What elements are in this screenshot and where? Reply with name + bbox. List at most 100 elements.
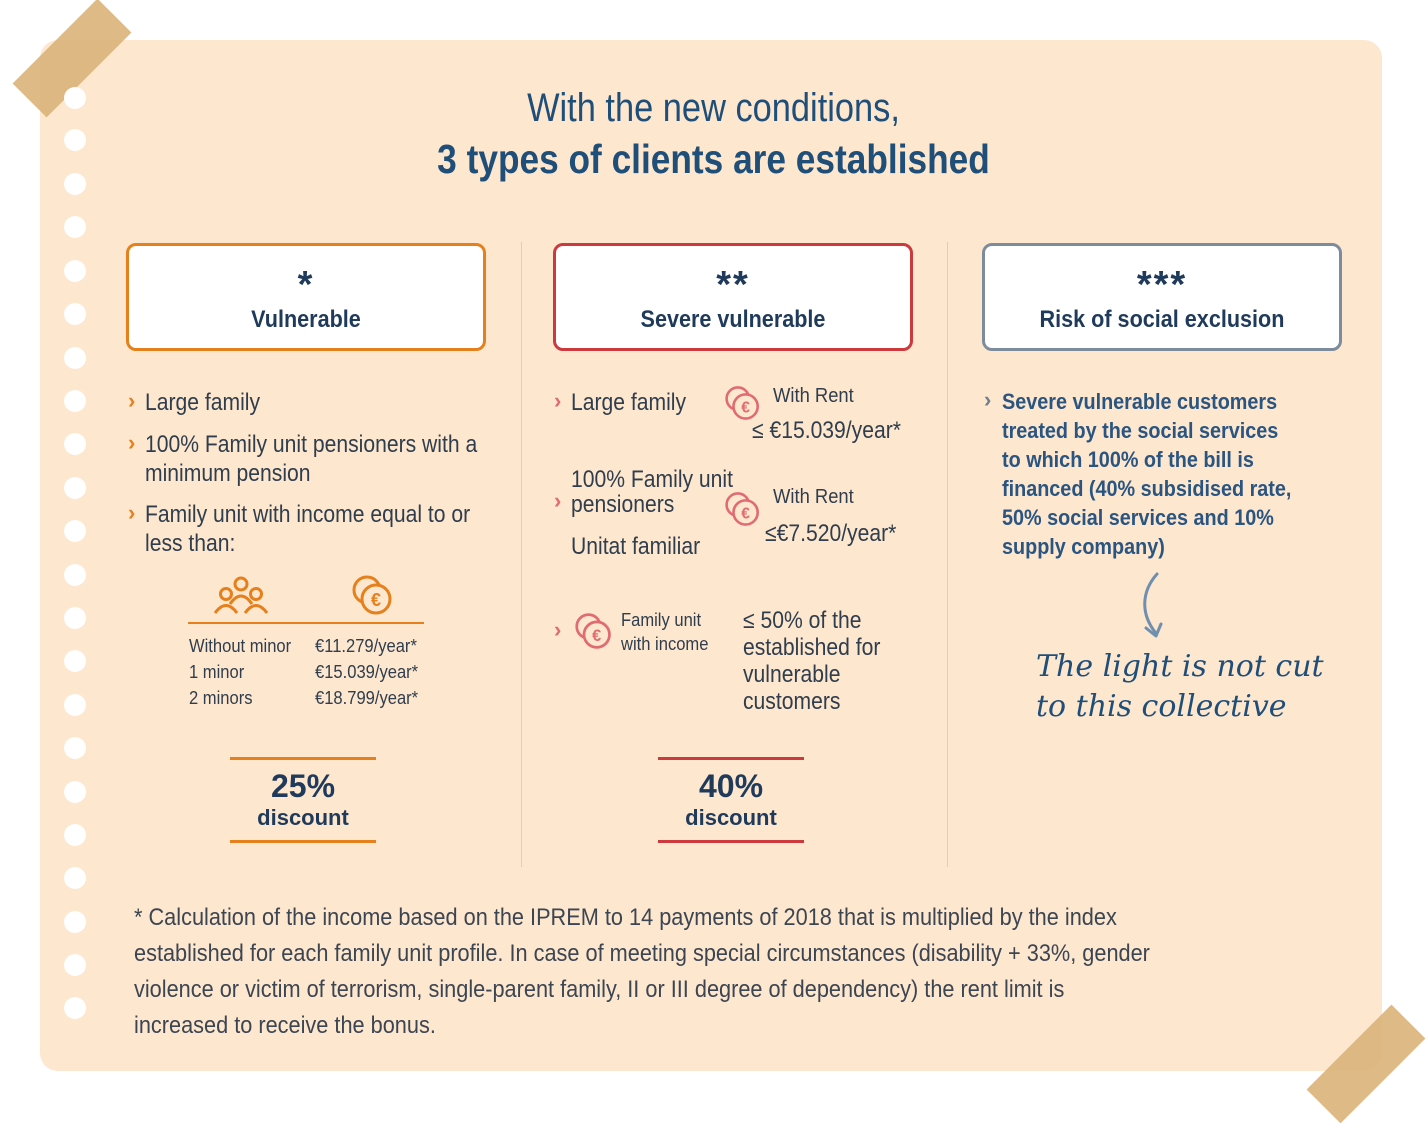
rent-value: ≤€7.520/year* (765, 520, 897, 547)
severe-vulnerable-card: ** Severe vulnerable (553, 243, 913, 351)
vulnerable-item-income: Family unit with income equal to or (145, 501, 471, 528)
discount-value: 25% (270, 768, 336, 804)
binder-hole (64, 694, 86, 716)
binder-hole (64, 650, 86, 672)
income-threshold-line: established for (743, 634, 881, 661)
income-table-label: 1 minor (189, 662, 245, 682)
exclusion-text-line: 50% social services and 10% (1002, 505, 1274, 530)
binder-hole (64, 997, 86, 1019)
binder-hole (64, 954, 86, 976)
severe-item-pensioners-cont: pensioners (571, 491, 675, 518)
binder-hole (64, 433, 86, 455)
severe-item-unitat-familiar: Unitat familiar (571, 533, 701, 560)
binder-hole (64, 564, 86, 586)
exclusion-text-line: Severe vulnerable customers (1002, 389, 1278, 414)
income-table-value: €15.039/year* (315, 662, 419, 682)
income-threshold-line: ≤ 50% of the (743, 607, 862, 634)
income-table-value: €18.799/year* (315, 688, 419, 708)
income-table-label: Without minor (189, 636, 292, 656)
footnote-line: established for each family unit profile… (134, 940, 1150, 967)
income-table-value: €11.279/year* (315, 636, 417, 656)
discount-rule-top (658, 757, 804, 760)
discount-label: discount (257, 805, 349, 830)
euro-coins-icon: € (575, 613, 611, 649)
discount-rule-bottom (658, 840, 804, 843)
svg-text:€: € (741, 400, 750, 417)
footnote-line: increased to receive the bonus. (134, 1012, 436, 1039)
chevron-right-icon: › (984, 387, 992, 412)
vulnerable-item-large-family: Large family (145, 389, 261, 416)
discount-rule-bottom (230, 840, 376, 843)
euro-coins-icon: € (352, 575, 392, 615)
chevron-right-icon: › (554, 388, 562, 413)
exclusion-text-line: to which 100% of the bill is (1002, 447, 1254, 472)
rent-label: With Rent (773, 486, 854, 508)
vulnerable-item-pensioners: 100% Family unit pensioners with a (145, 431, 478, 458)
binder-hole (64, 824, 86, 846)
table-rule (188, 622, 424, 624)
rent-label: With Rent (773, 385, 854, 407)
handwritten-note-line: to this collective (1036, 689, 1287, 724)
income-threshold-line: customers (743, 688, 841, 715)
footnote-line: * Calculation of the income based on the… (134, 904, 1117, 931)
binder-hole (64, 173, 86, 195)
binder-hole (64, 867, 86, 889)
chevron-right-icon: › (554, 488, 562, 513)
binder-hole (64, 303, 86, 325)
card-name: Severe vulnerable (640, 306, 826, 333)
social-exclusion-card: *** Risk of social exclusion (982, 243, 1342, 351)
binder-hole (64, 260, 86, 282)
handwritten-note-line: The light is not cut (1036, 649, 1324, 684)
footnote: * Calculation of the income based on the… (134, 900, 1150, 1044)
card-stars: *** (1136, 264, 1188, 306)
chevron-right-icon: › (128, 388, 136, 413)
svg-text:€: € (371, 590, 381, 610)
svg-text:€: € (741, 506, 750, 523)
column-divider (521, 242, 522, 867)
severe-item-pensioners: 100% Family unit (571, 466, 733, 493)
income-label: Family unit (621, 610, 702, 630)
rent-value: ≤ €15.039/year* (752, 417, 901, 444)
card-stars: ** (716, 264, 750, 306)
income-table-label: 2 minors (189, 688, 253, 708)
curved-arrow-icon (1143, 572, 1163, 638)
card-name: Vulnerable (251, 306, 361, 333)
binder-hole (64, 347, 86, 369)
discount-label: discount (685, 805, 777, 830)
severe-item-large-family: Large family (571, 389, 687, 416)
binder-hole (64, 781, 86, 803)
vulnerable-card: * Vulnerable (126, 243, 486, 351)
svg-text:€: € (592, 627, 601, 645)
card-stars: * (297, 264, 315, 306)
binder-hole (64, 216, 86, 238)
chevron-right-icon: › (128, 500, 136, 525)
family-icon (213, 576, 269, 614)
binder-hole (64, 911, 86, 933)
chevron-right-icon: › (554, 617, 562, 642)
binder-hole (64, 390, 86, 412)
vulnerable-item-pensioners-cont: minimum pension (145, 460, 311, 487)
binder-hole (64, 607, 86, 629)
title-line-2: 3 types of clients are established (437, 136, 990, 182)
chevron-right-icon: › (128, 430, 136, 455)
income-label-cont: with income (621, 634, 709, 654)
binder-hole (64, 477, 86, 499)
binder-hole (64, 520, 86, 542)
exclusion-text-line: supply company) (1002, 534, 1165, 559)
title-line-1: With the new conditions, (527, 86, 900, 130)
binder-hole (64, 129, 86, 151)
discount-rule-top (230, 757, 376, 760)
notebook-paper (40, 40, 1382, 1071)
column-divider (947, 242, 948, 867)
vulnerable-discount: 25% discount (230, 768, 376, 831)
euro-coins-icon: € (725, 386, 759, 420)
euro-coins-icon: € (725, 492, 759, 526)
exclusion-text-line: financed (40% subsidised rate, (1002, 476, 1292, 501)
footnote-line: violence or victim of terrorism, single-… (134, 976, 1065, 1003)
vulnerable-item-income-cont: less than: (145, 530, 236, 557)
income-threshold-line: vulnerable (743, 661, 841, 688)
binder-hole (64, 737, 86, 759)
discount-value: 40% (698, 768, 764, 804)
exclusion-text-line: treated by the social services (1002, 418, 1279, 443)
card-name: Risk of social exclusion (1039, 306, 1285, 333)
